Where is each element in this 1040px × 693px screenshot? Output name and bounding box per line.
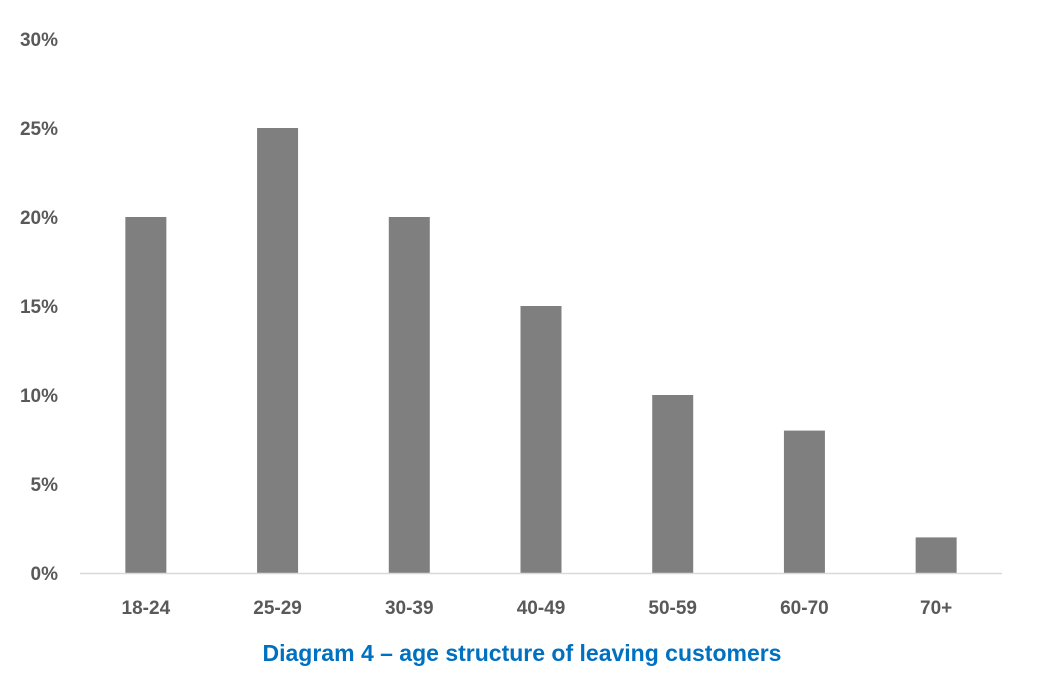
x-tick-label: 30-39 (385, 598, 434, 619)
bar-18-24 (125, 217, 167, 573)
bar-50-59 (652, 395, 694, 573)
bar-30-39 (388, 217, 430, 573)
y-tick-label: 0% (31, 564, 59, 585)
y-axis-ticks: 0% 5% 10% 15% 20% 25% 30% (20, 30, 58, 585)
x-axis-ticks: 18-24 25-29 30-39 40-49 50-59 60-70 70+ (122, 598, 953, 619)
x-tick-label: 40-49 (517, 598, 566, 619)
y-tick-label: 15% (20, 297, 58, 318)
y-tick-label: 25% (20, 119, 58, 140)
x-tick-label: 70+ (920, 598, 952, 619)
bar-series (125, 128, 957, 573)
x-tick-label: 18-24 (122, 598, 171, 619)
y-tick-label: 30% (20, 30, 58, 51)
bar-40-49 (520, 306, 562, 573)
bar-25-29 (257, 128, 299, 573)
y-tick-label: 5% (31, 475, 59, 496)
chart-caption: Diagram 4 – age structure of leaving cus… (263, 640, 782, 666)
y-tick-label: 20% (20, 208, 58, 229)
y-tick-label: 10% (20, 386, 58, 407)
x-tick-label: 25-29 (253, 598, 302, 619)
x-tick-label: 60-70 (780, 598, 829, 619)
bar-70+ (915, 537, 957, 573)
x-tick-label: 50-59 (648, 598, 697, 619)
bar-60-70 (783, 430, 825, 573)
